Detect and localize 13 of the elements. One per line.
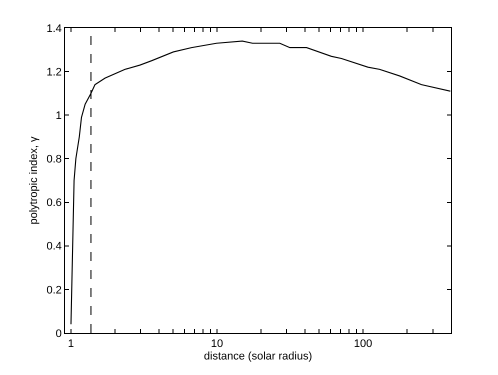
y-tick-label: 0.8 [46,154,62,166]
y-tick-label: 1.4 [46,22,62,35]
y-tick-label: 0 [56,328,62,340]
y-tick-label: 1.2 [46,66,62,78]
y-tick-label: 0.6 [46,197,62,210]
x-tick-label: 100 [354,338,372,350]
y-axis-title: polytropic index, γ [28,136,40,225]
y-tick-label: 1 [56,110,62,122]
x-tick-label: 10 [210,338,224,350]
x-tick-label: 1 [68,338,74,350]
y-tick-label: 0.4 [46,240,62,253]
y-tick-label: 0.2 [46,284,62,296]
x-axis-title: distance (solar radius) [204,350,312,362]
